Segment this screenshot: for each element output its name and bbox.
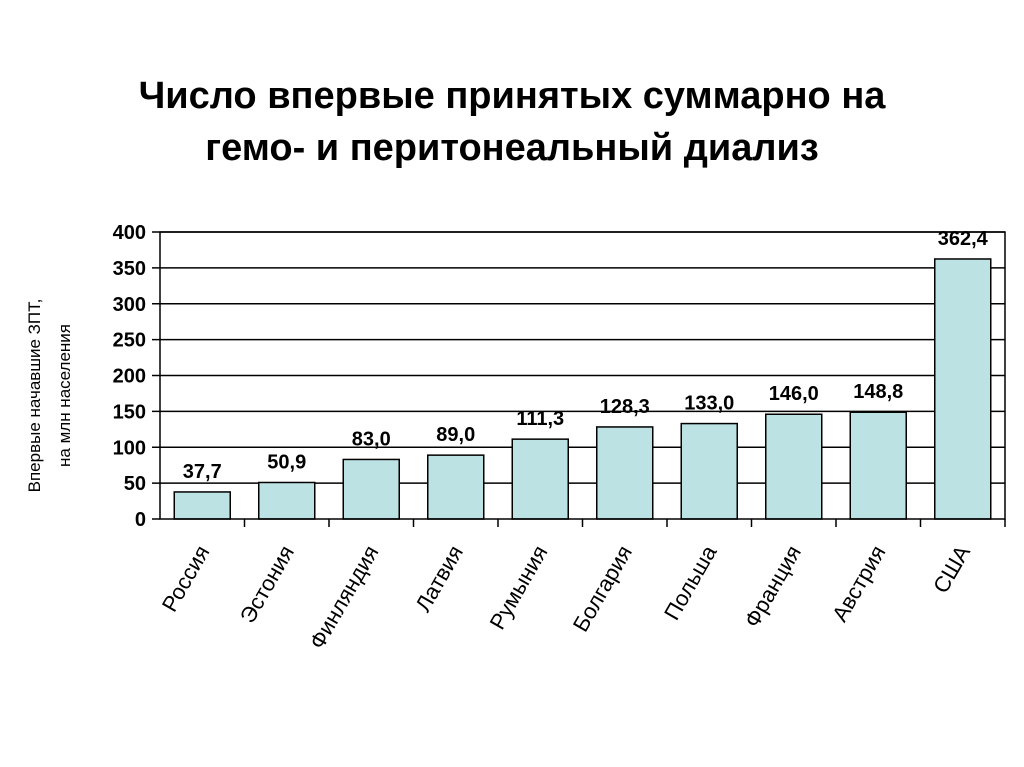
bar bbox=[258, 481, 316, 520]
y-tick-label: 0 bbox=[135, 509, 146, 531]
data-label: 148,8 bbox=[853, 381, 903, 403]
y-tick-label: 250 bbox=[113, 330, 146, 352]
bar bbox=[596, 426, 654, 520]
chart-title-line-1: Число впервые принятых суммарно на bbox=[138, 75, 886, 117]
plot-frame bbox=[152, 231, 1006, 527]
chart-title-line-2: гемо- и перитонеальный диализ bbox=[205, 127, 819, 169]
bar bbox=[849, 411, 907, 520]
bars bbox=[173, 258, 992, 520]
y-tick-label: 350 bbox=[113, 258, 146, 280]
data-labels: 37,7 50,9 83,0 89,0 111,3 128,3 133,0 146,0 148,… bbox=[183, 228, 989, 483]
data-label: 37,7 bbox=[183, 461, 222, 483]
bar bbox=[427, 454, 485, 520]
category-label: США bbox=[928, 541, 975, 598]
y-tick-labels: 0 50 100 150 200 250 300 350 400 bbox=[113, 222, 146, 531]
bar bbox=[342, 458, 400, 520]
category-label: Австрия bbox=[827, 541, 890, 626]
bar bbox=[511, 438, 569, 520]
y-tick-label: 50 bbox=[124, 473, 146, 495]
category-label: Румыния bbox=[485, 541, 553, 634]
y-tick-label: 300 bbox=[113, 294, 146, 316]
chart-title: Число впервые принятых суммарно на гемо-… bbox=[0, 70, 1024, 174]
y-tick-label: 100 bbox=[113, 437, 146, 459]
data-label: 83,0 bbox=[352, 428, 391, 450]
data-label: 128,3 bbox=[600, 396, 650, 418]
y-tick-label: 150 bbox=[113, 401, 146, 423]
bar bbox=[173, 491, 231, 520]
category-label: Болгария bbox=[568, 541, 637, 636]
category-label: Россия bbox=[157, 541, 215, 616]
y-tick-label: 400 bbox=[113, 222, 146, 244]
category-labels: Россия Эстония Финляндия Латвия Румыния Болга… bbox=[157, 540, 975, 653]
data-label: 133,0 bbox=[684, 393, 734, 415]
bar bbox=[934, 258, 992, 520]
category-label: Финляндия bbox=[304, 541, 383, 653]
y-axis-label: Впервые начавшие ЗПТ, на млн населения bbox=[25, 299, 74, 493]
y-axis-label-line: Впервые начавшие ЗПТ, bbox=[25, 299, 44, 493]
data-label: 111,3 bbox=[516, 408, 564, 430]
category-label: Польша bbox=[659, 540, 722, 624]
bar bbox=[765, 413, 823, 520]
category-label: Эстония bbox=[235, 541, 299, 627]
y-axis-label-line: на млн населения bbox=[55, 324, 74, 467]
bar bbox=[680, 422, 738, 520]
data-label: 362,4 bbox=[938, 228, 989, 250]
category-label: Латвия bbox=[410, 541, 468, 616]
data-label: 146,0 bbox=[769, 383, 819, 405]
data-label: 50,9 bbox=[267, 451, 306, 473]
data-label: 89,0 bbox=[436, 424, 475, 446]
category-label: Франция bbox=[739, 541, 806, 632]
y-tick-label: 200 bbox=[113, 366, 146, 388]
